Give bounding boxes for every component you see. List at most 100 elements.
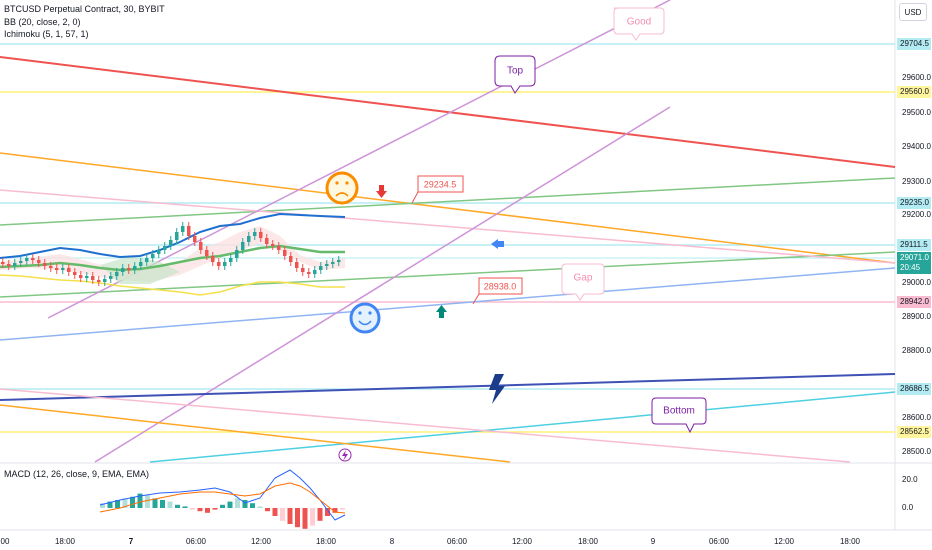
lightning-alert-icon[interactable] — [338, 448, 352, 462]
happy-face-icon[interactable] — [349, 302, 381, 334]
callout-good[interactable]: Good — [613, 7, 665, 41]
candle[interactable] — [43, 263, 47, 266]
candle[interactable] — [181, 226, 185, 232]
level-badge[interactable] — [897, 86, 931, 98]
current-price-badge[interactable] — [897, 252, 931, 274]
level-badge[interactable] — [897, 426, 931, 438]
candle[interactable] — [169, 240, 173, 246]
candle[interactable] — [91, 276, 95, 280]
candle[interactable] — [337, 260, 341, 262]
candle[interactable] — [271, 244, 275, 246]
level-badge[interactable] — [897, 239, 931, 251]
horizontal-levels[interactable] — [0, 43, 895, 433]
candle[interactable] — [133, 266, 137, 270]
candle[interactable] — [25, 258, 29, 261]
price-axis[interactable]: 29600.0 29500.0 29400.0 29300.0 29200.0 … — [902, 73, 931, 456]
candle[interactable] — [211, 256, 215, 262]
symbol-legend[interactable]: BTCUSD Perpetual Contract, 30, BYBIT — [4, 4, 165, 14]
candle[interactable] — [295, 262, 299, 268]
sad-face-icon[interactable] — [325, 171, 359, 205]
candle[interactable] — [223, 262, 227, 266]
arrow-down-icon[interactable] — [376, 185, 387, 198]
candle[interactable] — [31, 258, 35, 260]
candle[interactable] — [67, 268, 71, 272]
candle[interactable] — [313, 270, 317, 274]
candle[interactable] — [79, 275, 83, 278]
candle[interactable] — [115, 272, 119, 276]
candle[interactable] — [85, 276, 89, 278]
candle[interactable] — [175, 232, 179, 240]
candle[interactable] — [13, 263, 17, 266]
candle[interactable] — [55, 268, 59, 270]
time-axis[interactable]: 00 18:00 7 06:00 12:00 18:00 8 06:00 12:… — [1, 537, 861, 546]
candle[interactable] — [127, 268, 131, 270]
callout-bottom[interactable]: Bottom — [651, 397, 707, 434]
candle[interactable] — [325, 264, 329, 266]
candle[interactable] — [151, 254, 155, 258]
candle[interactable] — [199, 242, 203, 250]
arrow-left-icon[interactable] — [491, 239, 504, 249]
green-trend-line-upper[interactable] — [0, 177, 896, 226]
candle[interactable] — [241, 242, 245, 250]
candle[interactable] — [103, 279, 107, 282]
blue-trend-line[interactable] — [0, 267, 896, 341]
candle[interactable] — [121, 268, 125, 272]
level-badge[interactable] — [897, 197, 931, 209]
candle[interactable] — [259, 232, 263, 238]
price-note-upper[interactable]: 29234.5 — [411, 175, 464, 204]
cyan-trend-line[interactable] — [149, 391, 896, 463]
callout-gap[interactable]: Gap — [561, 263, 605, 301]
ichimoku-legend[interactable]: Ichimoku (5, 1, 57, 1) — [4, 29, 89, 39]
candle[interactable] — [163, 246, 167, 250]
candlestick-series[interactable] — [1, 222, 341, 286]
price-note-lower[interactable]: 28938.0 — [472, 277, 523, 305]
macd-legend[interactable]: MACD (12, 26, close, 9, EMA, EMA) — [4, 469, 150, 479]
pink-trend-line[interactable] — [0, 189, 896, 264]
lightning-icon[interactable] — [489, 374, 505, 404]
navy-trend-line[interactable] — [0, 373, 896, 401]
level-badge[interactable] — [897, 296, 931, 308]
orange-trend-line-lower[interactable] — [0, 404, 511, 463]
candle[interactable] — [187, 226, 191, 236]
arrow-up-icon[interactable] — [436, 305, 447, 318]
candle[interactable] — [217, 262, 221, 266]
macd-axis[interactable]: 20.0 0.0 — [902, 475, 918, 512]
candle[interactable] — [37, 260, 41, 263]
candle[interactable] — [61, 268, 65, 270]
candle[interactable] — [265, 238, 269, 244]
red-trend-line[interactable] — [0, 56, 896, 168]
candle[interactable] — [253, 232, 257, 236]
candle[interactable] — [235, 250, 239, 258]
price-level-badges[interactable]: 29704.5 29560.0 29235.0 29111.5 29071.0 … — [897, 38, 931, 438]
candle[interactable] — [205, 250, 209, 256]
candle[interactable] — [19, 261, 23, 263]
candle[interactable] — [193, 236, 197, 242]
candle[interactable] — [319, 266, 323, 270]
macd-pane[interactable] — [99, 469, 346, 529]
level-badge[interactable] — [897, 383, 931, 395]
trend-lines[interactable] — [0, 0, 896, 463]
candle[interactable] — [157, 250, 161, 254]
candle[interactable] — [73, 272, 77, 275]
candle[interactable] — [7, 264, 11, 266]
pink-trend-line-lower[interactable] — [0, 388, 851, 463]
callout-top[interactable]: Top — [494, 55, 536, 94]
purple-channel-lower[interactable] — [94, 106, 671, 463]
candle[interactable] — [301, 268, 305, 272]
currency-button[interactable]: USD — [899, 3, 927, 21]
candle[interactable] — [145, 258, 149, 262]
candle[interactable] — [289, 256, 293, 262]
orange-trend-line[interactable] — [0, 152, 896, 264]
candle[interactable] — [49, 266, 53, 268]
candle[interactable] — [331, 262, 335, 264]
candle[interactable] — [229, 258, 233, 262]
level-badge[interactable] — [897, 38, 931, 50]
candle[interactable] — [307, 272, 311, 274]
candle[interactable] — [109, 276, 113, 279]
candle[interactable] — [139, 262, 143, 266]
candle[interactable] — [283, 250, 287, 256]
bb-legend[interactable]: BB (20, close, 2, 0) — [4, 17, 81, 27]
candle[interactable] — [1, 262, 5, 264]
candle[interactable] — [97, 280, 101, 282]
